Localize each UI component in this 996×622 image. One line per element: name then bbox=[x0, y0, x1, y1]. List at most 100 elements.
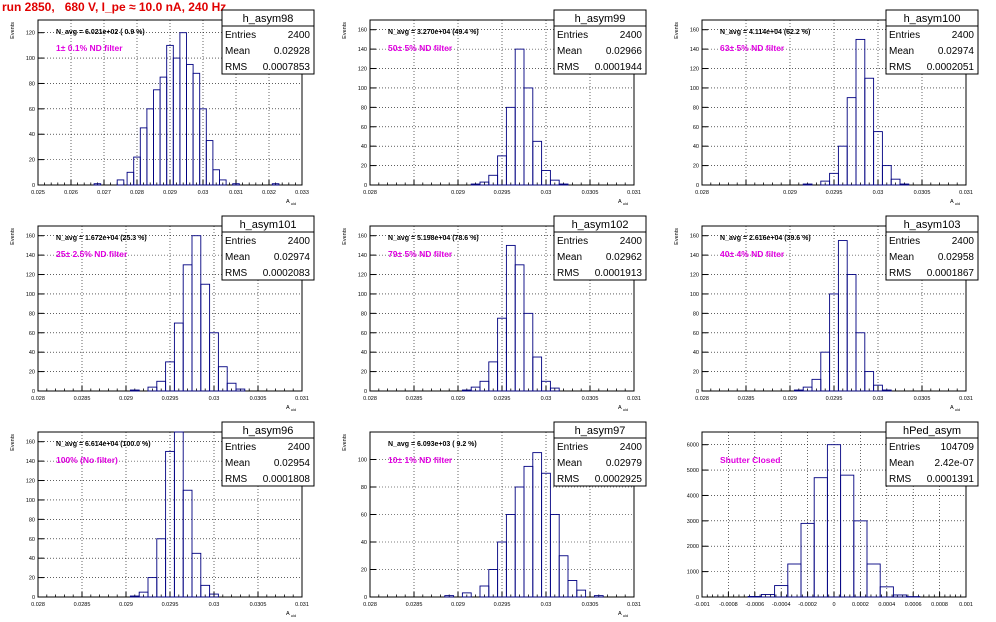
histogram-bar bbox=[881, 165, 892, 186]
x-tick-label: 0.0006 bbox=[905, 602, 922, 608]
stats-key: Mean bbox=[225, 458, 250, 469]
y-tick-label: 100 bbox=[26, 56, 35, 62]
y-tick-label: 60 bbox=[29, 537, 35, 543]
x-tick-label: 0.029 bbox=[451, 396, 465, 402]
stats-box bbox=[553, 231, 647, 281]
histogram-bar bbox=[235, 388, 246, 392]
histogram-panel-h_asym101: 0.028 0.0285 0.029 0.0295 0.03 0.0305 0.031 0 20… bbox=[10, 215, 315, 412]
y-tick-label: 60 bbox=[693, 125, 699, 131]
stats-key: Entries bbox=[889, 30, 920, 41]
stats-key: Entries bbox=[889, 442, 920, 453]
navg-label: N_avg = 6.021e+02 ( 0.9 %) bbox=[56, 29, 145, 36]
x-tick-label: 0.0295 bbox=[826, 190, 843, 196]
histogram-bar bbox=[864, 371, 875, 392]
histogram-name: h_asym96 bbox=[243, 425, 294, 437]
x-tick-label: -0.0002 bbox=[798, 602, 817, 608]
x-tick-label: 0.032 bbox=[262, 190, 276, 196]
y-axis-label: Events bbox=[674, 22, 680, 39]
y-tick-label: 40 bbox=[29, 556, 35, 562]
navg-label: N_avg = 3.270e+04 (49.4 %) bbox=[388, 29, 479, 36]
histogram-name: h_asym101 bbox=[240, 219, 297, 231]
histogram-panel-h_asym98: 0.025 0.026 0.027 0.028 0.029 0.03 0.031 0.032 0… bbox=[10, 9, 315, 206]
x-axis-label: A uid bbox=[286, 611, 296, 618]
stats-value: 2400 bbox=[620, 30, 643, 41]
stats-box bbox=[221, 437, 315, 487]
navg-label: N_avg = 5.198e+04 (78.6 %) bbox=[388, 235, 479, 242]
y-tick-label: 20 bbox=[29, 370, 35, 376]
stats-box bbox=[221, 25, 315, 75]
x-tick-label: 0.0295 bbox=[494, 602, 511, 608]
histogram-bar bbox=[200, 584, 211, 598]
y-tick-label: 120 bbox=[690, 67, 699, 73]
histogram-bar bbox=[226, 382, 237, 392]
x-tick-label: 0.03 bbox=[541, 602, 552, 608]
stats-key: Entries bbox=[889, 236, 920, 247]
histogram-bar bbox=[549, 387, 560, 392]
filter-annotation: 1± 0.1% ND filter bbox=[56, 43, 123, 53]
histogram-bar bbox=[558, 183, 569, 186]
stats-key: RMS bbox=[557, 268, 580, 279]
stats-value: 0.02928 bbox=[274, 46, 311, 57]
stats-value: 2400 bbox=[288, 442, 311, 453]
y-axis-label: Events bbox=[10, 22, 16, 39]
x-tick-label: 0.029 bbox=[783, 396, 797, 402]
x-tick-label: 0.0305 bbox=[250, 396, 267, 402]
y-tick-label: 160 bbox=[690, 28, 699, 34]
stats-value: 0.0002051 bbox=[927, 62, 975, 73]
x-tick-label: 0.031 bbox=[627, 602, 641, 608]
y-tick-label: 160 bbox=[690, 234, 699, 240]
y-axis-label: Events bbox=[342, 434, 348, 451]
y-tick-label: 5000 bbox=[687, 468, 699, 474]
histogram-bar bbox=[576, 589, 587, 598]
histogram-bar bbox=[116, 179, 125, 186]
x-tick-label: 0.0295 bbox=[494, 190, 511, 196]
x-axis-label: A uid bbox=[950, 405, 960, 412]
y-tick-label: 80 bbox=[361, 105, 367, 111]
y-tick-label: 40 bbox=[361, 350, 367, 356]
y-tick-label: 80 bbox=[361, 485, 367, 491]
stats-key: Entries bbox=[557, 30, 588, 41]
x-axis-label: A uid bbox=[618, 405, 628, 412]
histogram-bar bbox=[892, 594, 908, 598]
y-tick-label: 4000 bbox=[687, 493, 699, 499]
stats-box bbox=[885, 231, 979, 281]
x-tick-label: 0.025 bbox=[31, 190, 45, 196]
histogram-name: h_asym103 bbox=[904, 219, 961, 231]
x-tick-label: 0.0008 bbox=[931, 602, 948, 608]
y-tick-label: 140 bbox=[26, 253, 35, 259]
histogram-bar bbox=[853, 520, 868, 598]
stats-key: Mean bbox=[889, 46, 914, 57]
y-tick-label: 120 bbox=[26, 479, 35, 485]
x-tick-label: 0.031 bbox=[627, 396, 641, 402]
x-tick-label: 0.028 bbox=[31, 396, 45, 402]
histogram-name: hPed_asym bbox=[903, 425, 961, 437]
stats-key: Mean bbox=[225, 252, 250, 263]
y-tick-label: 20 bbox=[29, 576, 35, 582]
histogram-bar bbox=[532, 356, 543, 392]
histogram-panel-h_asym102: 0.028 0.0285 0.029 0.0295 0.03 0.0305 0.031 0 20… bbox=[342, 215, 647, 412]
y-tick-label: 0 bbox=[696, 183, 699, 189]
y-axis-label: Events bbox=[10, 228, 16, 245]
navg-label: N_avg = 2.616e+04 (39.6 %) bbox=[720, 235, 811, 242]
stats-value: 0.0002083 bbox=[263, 268, 311, 279]
y-tick-label: 160 bbox=[358, 234, 367, 240]
histogram-bar bbox=[567, 580, 578, 598]
x-tick-label: 0.0285 bbox=[74, 396, 91, 402]
stats-box bbox=[885, 25, 979, 75]
y-tick-label: 160 bbox=[26, 440, 35, 446]
histogram-bar bbox=[881, 389, 892, 392]
x-tick-label: 0.0285 bbox=[738, 396, 755, 402]
x-tick-label: 0.03 bbox=[209, 396, 220, 402]
y-tick-label: 80 bbox=[29, 81, 35, 87]
x-tick-label: -0.0008 bbox=[719, 602, 738, 608]
x-tick-label: 0.0295 bbox=[162, 602, 179, 608]
stats-value: 0.0001944 bbox=[595, 62, 643, 73]
filter-annotation: 63± 5% ND filter bbox=[720, 43, 785, 53]
histogram-bar bbox=[890, 178, 901, 186]
y-tick-label: 0 bbox=[32, 389, 35, 395]
stats-key: RMS bbox=[889, 474, 912, 485]
x-tick-label: 0.033 bbox=[295, 190, 309, 196]
x-tick-label: 0.0285 bbox=[406, 396, 423, 402]
y-tick-label: 100 bbox=[690, 292, 699, 298]
x-tick-label: 0.0305 bbox=[250, 602, 267, 608]
